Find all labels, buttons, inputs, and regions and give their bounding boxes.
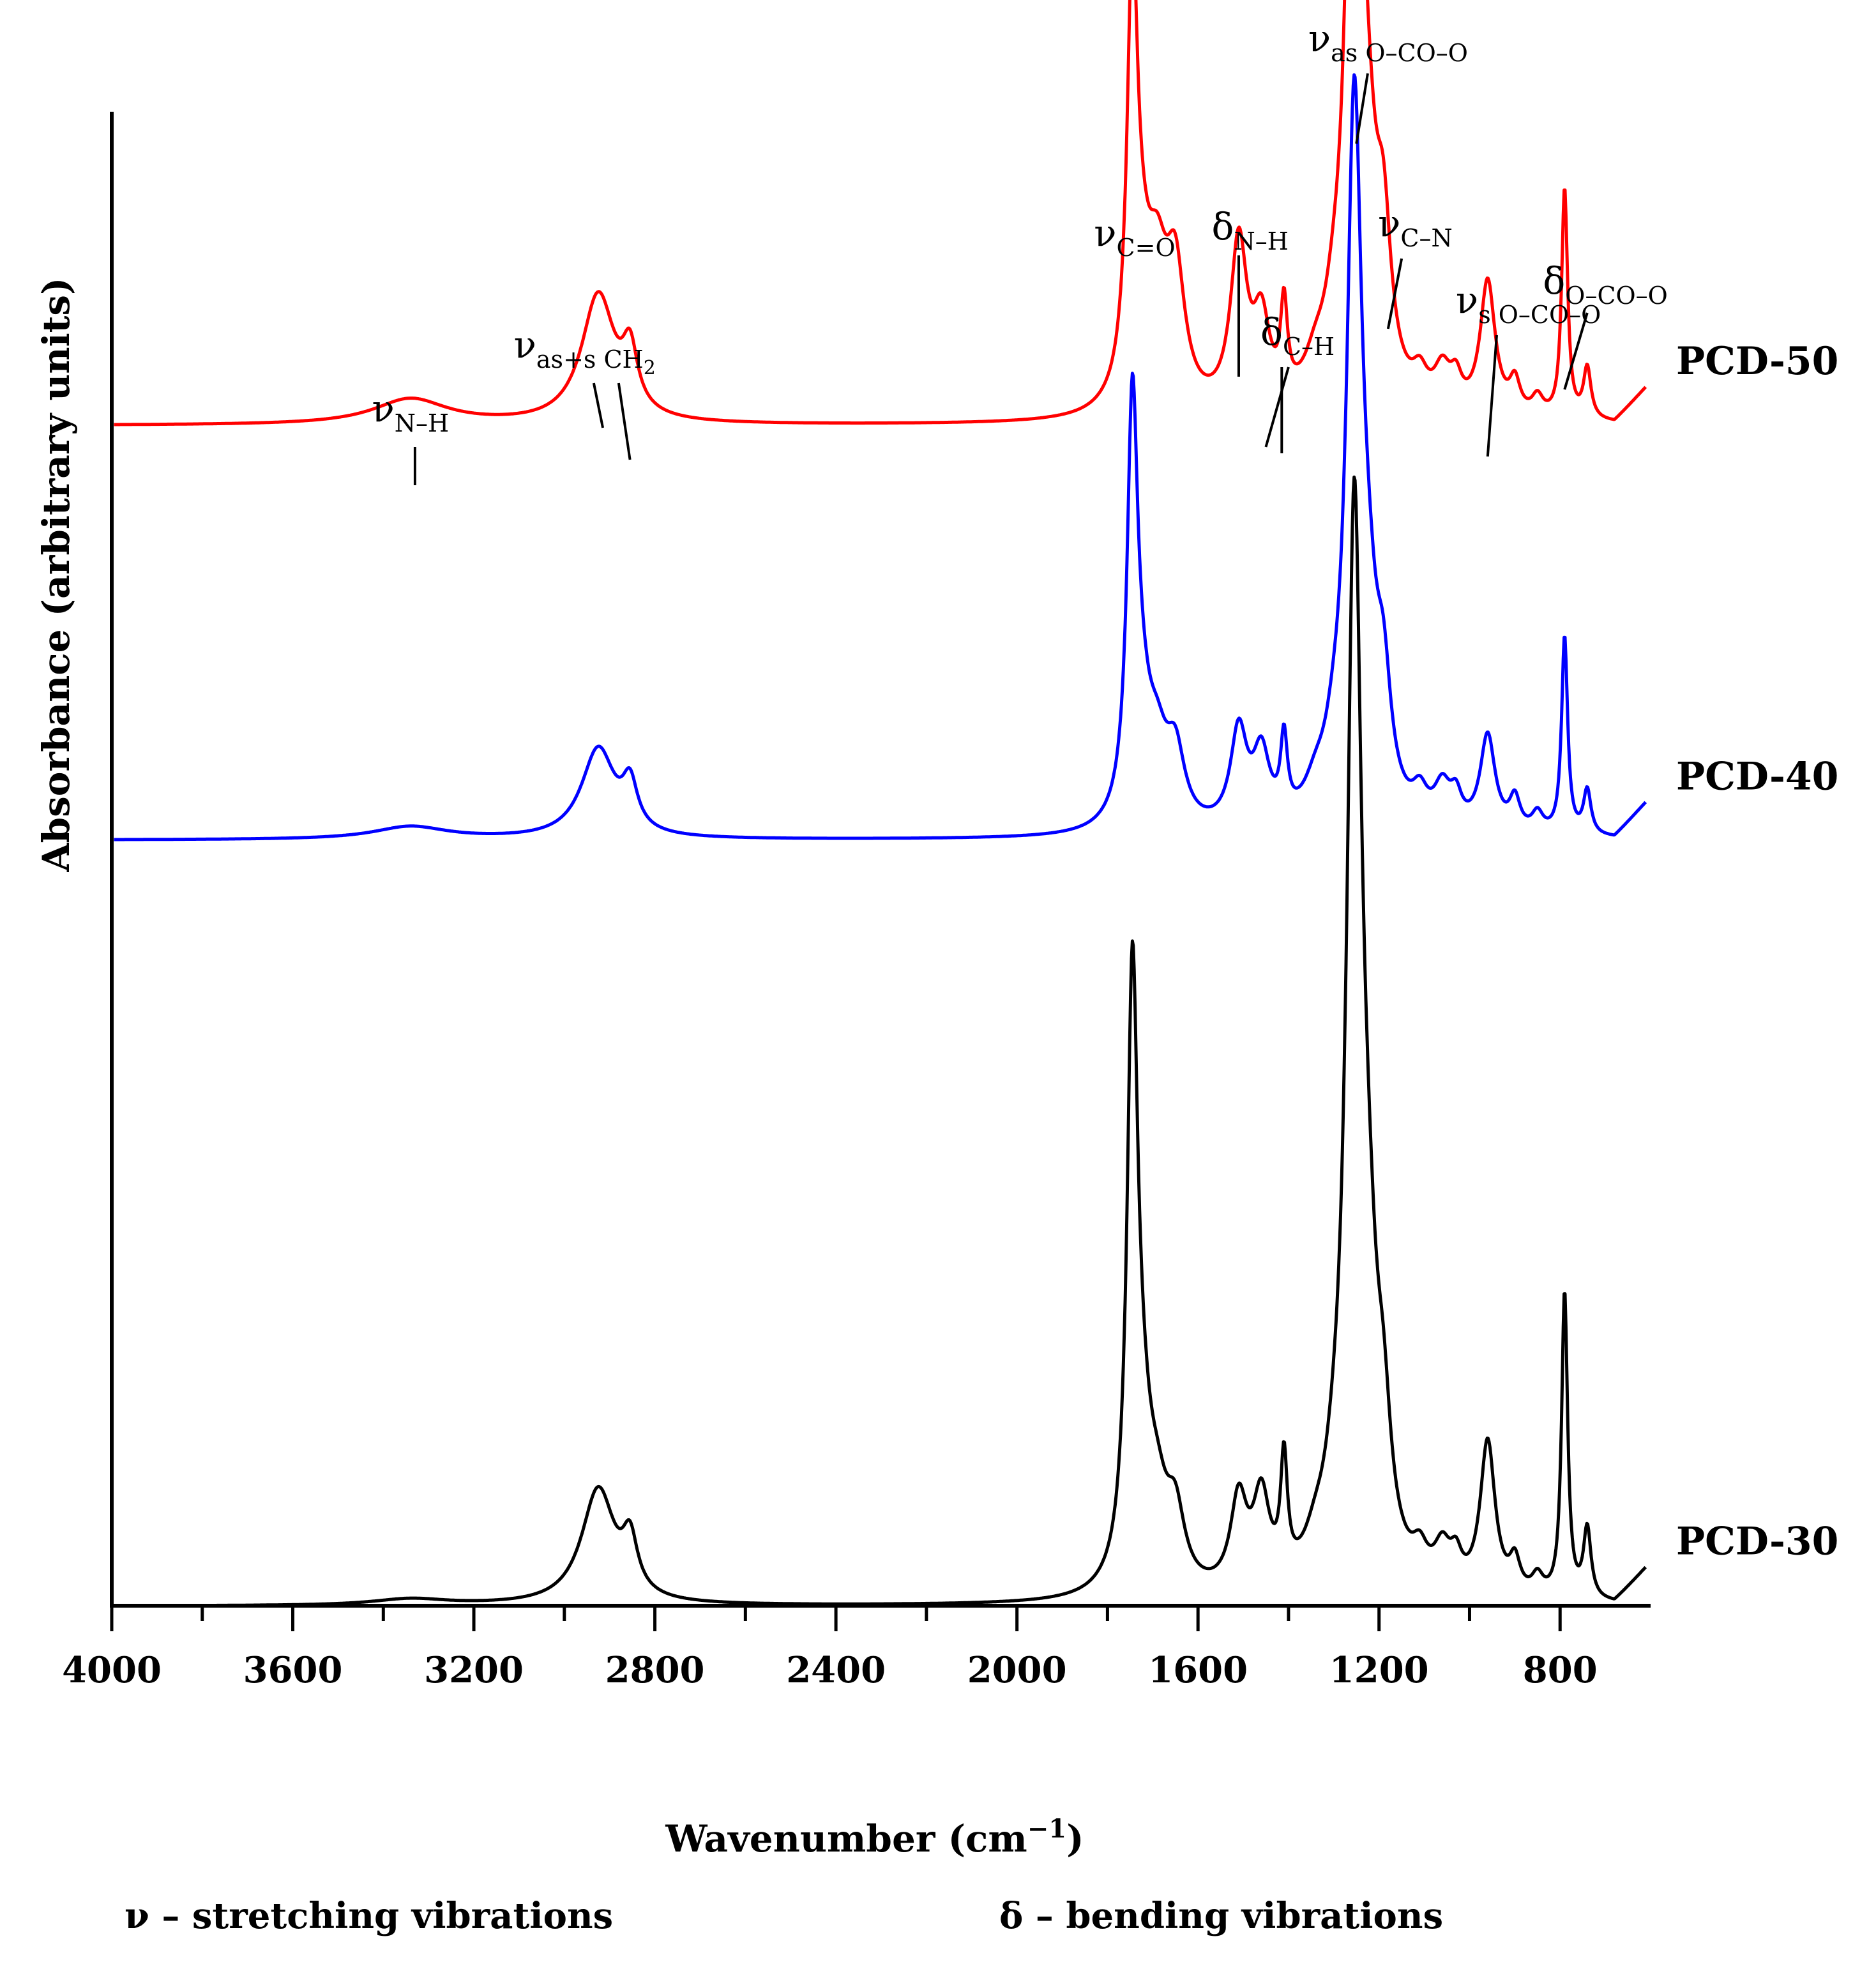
annotation-leader [1486,335,1498,457]
annotation-nu-ch2: νas+s CH2 [514,323,656,379]
x-tick-label: 3200 [424,1649,524,1691]
x-tick-label: 4000 [62,1649,162,1691]
annotation-nu-cn: νC–N [1378,202,1453,252]
series-line-pcd-50 [113,0,1647,426]
x-tick-label: 2000 [967,1649,1067,1691]
x-tick-label: 3600 [243,1649,343,1691]
series-line-pcd-30 [113,475,1647,1608]
annotation-leader [592,382,605,428]
x-axis-title: Wavenumber (cm−1) [665,1814,1084,1860]
series-layer [113,0,1647,1608]
x-axis-title-sup: −1 [1027,1814,1066,1844]
x-tick-label: 2400 [786,1649,886,1691]
annotation-leader [1264,366,1290,448]
x-tick-label: 800 [1523,1649,1598,1691]
annotation-leader [617,382,632,460]
x-tick-label: 2800 [605,1649,705,1691]
x-tick-label: 1200 [1329,1649,1429,1691]
x-axis-title-main: Wavenumber (cm [665,1817,1027,1860]
annotation-delta-oco: δO–CO–O [1543,259,1667,310]
annotation-leader [1563,312,1589,390]
annotation-nu-s-oco: νs O–CO–O [1456,278,1601,329]
footnote-bending: δ – bending vibrations [999,1895,1443,1937]
annotation-nu-as-oco: νas O–CO–O [1308,17,1468,67]
peak-annotations: νN–H νas+s CH2 νC=O δN–H δC–H νas O–CO–O νC–Nν… [372,17,1668,485]
x-tick-label: 1600 [1148,1649,1248,1691]
series-line-pcd-40 [113,73,1647,841]
annotation-delta-ch: δC–H [1260,310,1335,361]
annotation-nu-nh: νN–H [372,387,449,437]
series-label: PCD-40 [1676,754,1838,799]
series-label: PCD-50 [1676,339,1838,384]
y-axis-title: Absorbance (arbitrary units) [34,278,78,873]
series-label: PCD-30 [1676,1520,1838,1564]
annotation-leader [1355,73,1369,144]
axes: 4000 3600 3200 2800 2400 2000 1600 1200 800 [62,112,1651,1691]
annotation-nu-co: νC=O [1094,211,1175,262]
annotation-delta-nh: δN–H [1212,205,1289,255]
x-axis-title-tail: ) [1066,1817,1084,1860]
annotation-leader [1386,258,1403,329]
footnote-stretching: ν – stretching vibrations [125,1895,613,1937]
